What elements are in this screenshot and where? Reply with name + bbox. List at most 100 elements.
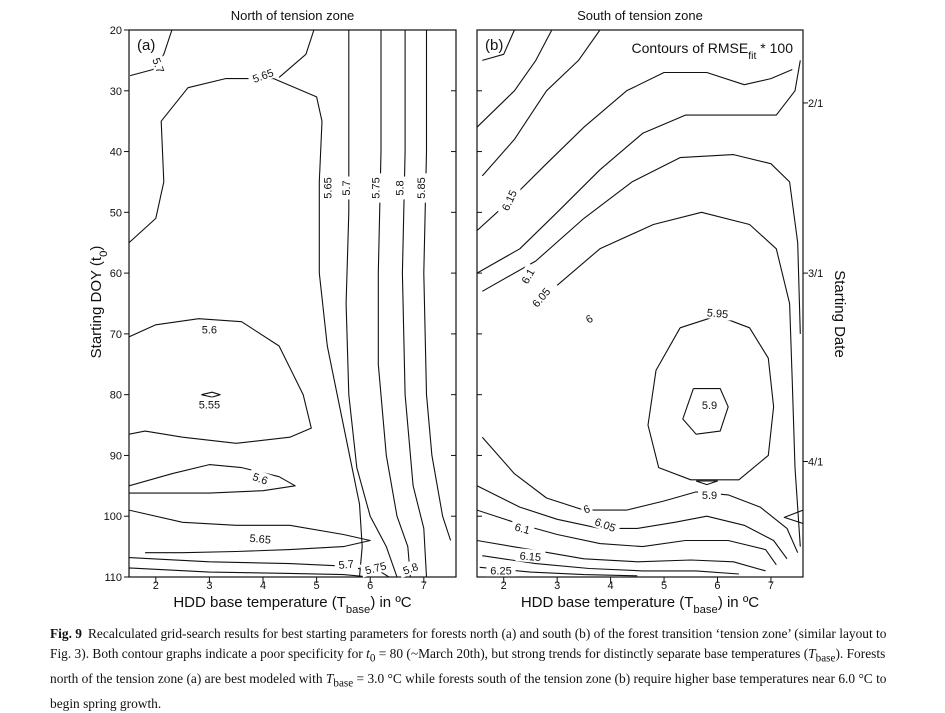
- contour-label-text: 5.75: [364, 560, 388, 577]
- contour-label: 5.8: [392, 176, 407, 200]
- right-tick-label: 3/1: [808, 268, 823, 280]
- contour-label-text: 5.8: [395, 180, 407, 195]
- contour-label: 6.1: [516, 262, 539, 290]
- y-tick-label: 60: [110, 268, 122, 280]
- contour-label-text: 5.85: [416, 177, 428, 198]
- x-tick-label: 2: [153, 580, 159, 592]
- contour-label-bg: [526, 281, 556, 313]
- contour-label: 5.8: [397, 558, 424, 579]
- contour-label: 5.55: [194, 397, 224, 411]
- contour-line: [423, 30, 452, 541]
- panel-south: 6.156.16.056 5.955.95.966.056.16.156.252 3…: [476, 8, 808, 615]
- contour-group: [477, 30, 803, 577]
- contour-label-bg: [247, 468, 274, 489]
- contour-label-bg: [496, 184, 521, 216]
- contour-label-bg: [197, 322, 221, 336]
- contour-label: 5.75: [359, 557, 392, 578]
- x-tick-label: 3: [206, 580, 212, 592]
- panel-frame: [476, 29, 804, 578]
- contour-label: 6: [581, 310, 597, 327]
- x-tick-label: 5: [661, 580, 667, 592]
- contour-label-text: 5.6: [251, 471, 269, 488]
- contour-line: [377, 30, 411, 577]
- panel-title: South of tension zone: [577, 8, 703, 23]
- contour-label-bg: [414, 173, 428, 203]
- contour-label-text: 5.95: [706, 307, 728, 321]
- contour-label-text: 5.7: [338, 559, 354, 572]
- contour-label: 5.65: [320, 173, 334, 203]
- y-axis-doy: 20 30 40 50 60 70 80 90 100 110: [104, 25, 122, 584]
- x-tick-label: 2: [501, 580, 507, 592]
- x-tick-label: 3: [554, 580, 560, 592]
- contour-label-bg: [579, 500, 594, 517]
- y-tick-label: 90: [110, 450, 122, 462]
- contour-label: 6.15: [496, 184, 521, 216]
- contour-chart: 5.75.655.65 5.7 5.75 5.8 5.855.65.555.65.655…: [88, 8, 848, 615]
- contour-line: [129, 318, 312, 444]
- y-tick-label: 80: [110, 390, 122, 402]
- panel-tag: (b): [485, 37, 503, 54]
- contour-label-text: 5.65: [251, 67, 275, 86]
- contour-label: 6: [579, 500, 594, 517]
- contour-line: [129, 78, 363, 577]
- contour-label: 5.75: [368, 173, 383, 203]
- contour-label-text: 6.15: [519, 550, 541, 564]
- contour-label-text: 6.05: [593, 516, 617, 535]
- contour-line: [682, 388, 729, 435]
- contour-line: [477, 68, 793, 232]
- contour-line: [345, 30, 398, 577]
- contour-label-bg: [589, 513, 622, 536]
- contour-label-text: 6.25: [490, 565, 511, 577]
- contour-label-text: 5.7: [149, 56, 166, 74]
- x-tick-label: 5: [314, 580, 320, 592]
- contour-label: 5.9: [698, 398, 721, 412]
- contour-label: 5.85: [414, 173, 428, 203]
- y-tick-label: 100: [104, 511, 122, 523]
- contour-label-bg: [320, 173, 334, 203]
- x-tick-label: 4: [260, 580, 266, 592]
- y-axis-starting-date: 2/1 3/1 4/1: [808, 98, 823, 469]
- contour-label: 5.6: [247, 468, 274, 489]
- contour-label-bg: [339, 176, 353, 200]
- contour-label: 5.7: [334, 556, 359, 572]
- contour-line: [482, 555, 739, 575]
- contour-label-text: 5.6: [202, 325, 217, 337]
- x-tick-label: 6: [367, 580, 373, 592]
- y-tick-label: 110: [104, 572, 122, 584]
- panel-north: 5.75.655.65 5.7 5.75 5.8 5.855.65.555.65.655…: [124, 8, 457, 615]
- contour-label: 6.1: [509, 518, 536, 538]
- y-axis-label: Starting DOY (t0): [88, 246, 110, 359]
- contour-label: 6.15: [515, 548, 546, 564]
- contour-label-bg: [148, 52, 169, 79]
- contour-line: [401, 30, 428, 577]
- contour-line: [647, 315, 775, 481]
- contour-label-text: 5.8: [402, 561, 420, 578]
- right-tick-label: 4/1: [808, 457, 823, 469]
- y-tick-label: 40: [110, 147, 122, 159]
- contour-label-text: 6: [582, 503, 592, 516]
- contour-label-bg: [368, 173, 382, 203]
- y-tick-label: 50: [110, 207, 122, 219]
- contour-label-bg: [515, 548, 546, 564]
- contour-label-bg: [397, 558, 424, 579]
- contour-label-text: 5.9: [702, 400, 717, 412]
- contour-label-bg: [334, 556, 359, 572]
- contour-label-bg: [359, 557, 392, 578]
- y-tick-label: 30: [110, 86, 122, 98]
- contour-line: [481, 436, 799, 553]
- contour-label-bg: [698, 487, 721, 501]
- contour-label-text: 6: [584, 313, 595, 326]
- rmse-annotation: Contours of RMSEfit * 100: [632, 40, 794, 62]
- contour-label-bg: [246, 64, 279, 87]
- contour-line: [129, 509, 371, 554]
- contour-label: 5.65: [245, 530, 276, 547]
- contour-label: 5.65: [246, 64, 279, 87]
- contour-label-bg: [509, 518, 536, 538]
- figure-caption: Fig. 9 Recalculated grid-search results f…: [50, 624, 896, 713]
- contour-label: 5.7: [339, 176, 353, 200]
- contour-label-text: 5.65: [322, 177, 334, 198]
- contour-label: 5.7: [148, 52, 169, 79]
- panel-tag: (a): [137, 37, 155, 54]
- contour-label-text: 5.7: [341, 180, 353, 195]
- contour-label-text: 6.1: [513, 522, 531, 538]
